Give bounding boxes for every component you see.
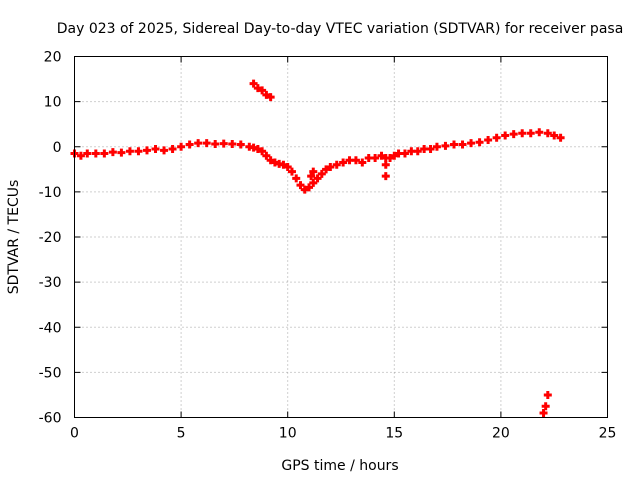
data-point <box>326 163 335 172</box>
y-tick-label: 20 <box>44 50 62 66</box>
data-point <box>543 390 552 399</box>
x-tick-label: 0 <box>70 426 79 442</box>
data-point <box>266 93 275 102</box>
data-point <box>287 167 296 176</box>
data-point <box>535 128 544 137</box>
y-tick-label: -30 <box>39 275 62 291</box>
data-point <box>322 165 331 174</box>
data-point <box>441 141 450 150</box>
data-point <box>332 160 341 169</box>
data-point <box>458 140 467 149</box>
data-point <box>151 145 160 154</box>
data-point <box>556 133 565 142</box>
data-point <box>253 145 262 154</box>
data-point <box>262 90 271 99</box>
data-point <box>381 172 390 181</box>
data-point <box>283 163 292 172</box>
data-point <box>449 140 458 149</box>
y-tick-label: 0 <box>53 140 62 156</box>
data-point <box>390 151 399 160</box>
data-point <box>509 130 518 139</box>
x-tick-label: 20 <box>492 426 510 442</box>
data-point <box>236 140 245 149</box>
y-axis-label: SDTVAR / TECUs <box>6 180 22 295</box>
data-point <box>317 169 326 178</box>
data-point <box>386 154 395 163</box>
data-point <box>292 174 301 183</box>
data-point <box>266 156 275 165</box>
data-point <box>219 139 228 148</box>
data-point <box>160 146 169 155</box>
data-point <box>550 131 559 140</box>
data-point <box>381 160 390 169</box>
data-point <box>377 151 386 160</box>
data-point <box>358 158 367 167</box>
data-point <box>194 139 203 148</box>
data-point <box>262 151 271 160</box>
data-series <box>70 79 565 417</box>
data-point <box>309 178 318 187</box>
data-point <box>279 160 288 169</box>
y-tick-label: -60 <box>39 411 62 427</box>
y-tick-label: 10 <box>44 95 62 111</box>
data-point <box>253 84 262 93</box>
chart-title: Day 023 of 2025, Sidereal Day-to-day VTE… <box>57 21 624 37</box>
data-point <box>539 408 548 417</box>
data-point <box>307 172 316 181</box>
data-point <box>309 167 318 176</box>
data-point <box>142 146 151 155</box>
data-point <box>492 133 501 142</box>
data-point <box>339 158 348 167</box>
data-point <box>432 142 441 151</box>
data-point <box>100 149 109 158</box>
data-point <box>371 154 380 163</box>
data-point <box>168 145 177 154</box>
data-point <box>202 139 211 148</box>
data-point <box>185 140 194 149</box>
data-point <box>501 131 510 140</box>
data-point <box>83 149 92 158</box>
data-point <box>467 139 476 148</box>
x-tick-label: 5 <box>177 426 186 442</box>
data-point <box>543 129 552 138</box>
plot-frame <box>74 56 608 418</box>
grid <box>74 56 608 418</box>
data-point <box>211 140 220 149</box>
x-axis-label: GPS time / hours <box>281 458 398 474</box>
data-point <box>76 151 85 160</box>
data-point <box>475 138 484 147</box>
data-point <box>484 135 493 144</box>
y-tick-label: -20 <box>39 230 62 246</box>
data-point <box>258 147 267 156</box>
data-point <box>300 185 309 194</box>
data-point <box>228 140 237 149</box>
y-tick-label: -40 <box>39 320 62 336</box>
axis-ticks: 0 5 10 15 20 25 20 10 0 -10 -20 -30 -40 -50 -60 <box>39 50 617 442</box>
data-point <box>351 156 360 165</box>
x-tick-label: 25 <box>599 426 617 442</box>
data-point <box>91 149 100 158</box>
data-point <box>258 86 267 95</box>
y-tick-label: -10 <box>39 185 62 201</box>
data-point <box>400 149 409 158</box>
data-point <box>518 129 527 138</box>
data-point <box>541 402 550 411</box>
y-tick-label: -50 <box>39 365 62 381</box>
data-point <box>305 183 314 192</box>
data-point <box>313 174 322 183</box>
data-point <box>526 129 535 138</box>
x-tick-label: 10 <box>279 426 297 442</box>
data-point <box>296 181 305 190</box>
data-point <box>249 79 258 88</box>
data-point <box>177 142 186 151</box>
data-point <box>117 148 126 157</box>
data-point <box>125 147 134 156</box>
data-point <box>426 145 435 154</box>
data-point <box>413 147 422 156</box>
data-point <box>134 147 143 156</box>
x-tick-label: 15 <box>385 426 403 442</box>
data-point <box>108 148 117 157</box>
